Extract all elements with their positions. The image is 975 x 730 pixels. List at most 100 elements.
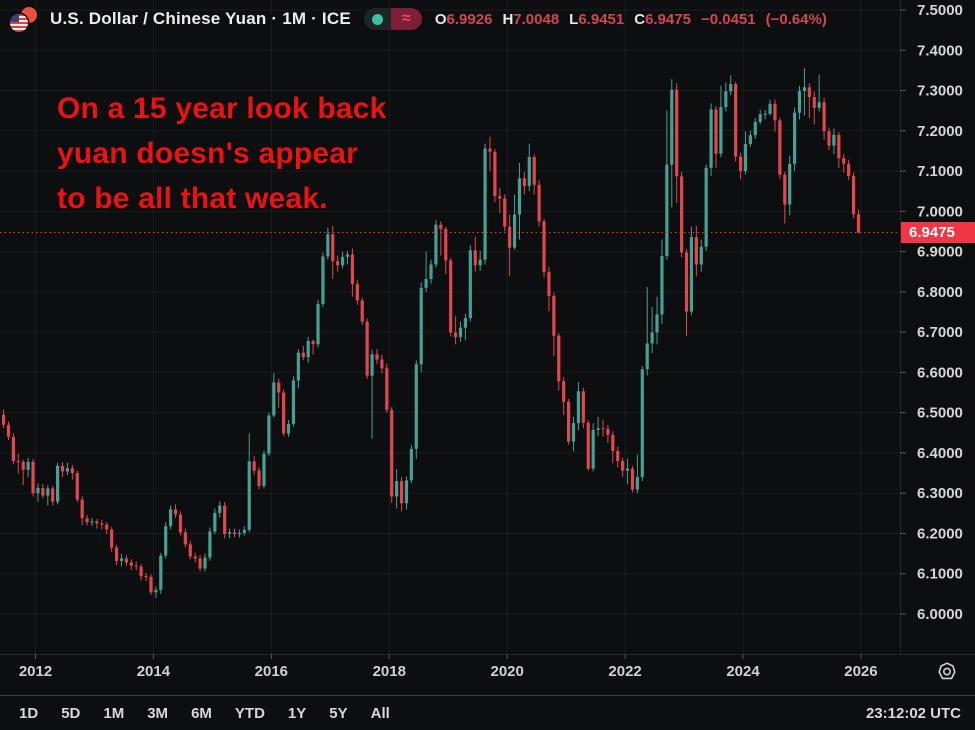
candle-body: [473, 250, 477, 266]
candle-body: [714, 109, 718, 154]
candle-body: [729, 84, 733, 92]
candle-body: [503, 198, 507, 227]
candle-body: [434, 224, 438, 265]
candle-body: [223, 505, 227, 534]
candle-body: [547, 272, 551, 296]
candle-body: [768, 103, 772, 114]
candles-series: [1, 68, 861, 598]
candle-body: [336, 261, 340, 266]
candle-body: [154, 589, 158, 593]
low-label: L: [569, 10, 579, 28]
candle-body: [282, 392, 286, 434]
range-button-1M[interactable]: 1M: [103, 704, 125, 722]
candle-body: [149, 576, 153, 593]
candle-body: [453, 332, 458, 337]
candle-body: [316, 303, 320, 345]
price-tick-label: 7.1000: [917, 163, 963, 180]
candle-body: [365, 321, 369, 376]
clock-display[interactable]: 23:12:02 UTC: [865, 704, 961, 722]
candle-body: [41, 487, 45, 496]
range-button-6M[interactable]: 6M: [191, 704, 212, 722]
candle-body: [124, 558, 128, 563]
candle-body: [684, 252, 689, 312]
annotation-line: to be all that weak.: [57, 182, 328, 215]
candle-body: [512, 214, 517, 248]
candle-body: [139, 566, 143, 577]
candle-body: [414, 364, 418, 449]
candle-body: [635, 477, 639, 490]
gear-icon-glyph: [937, 661, 956, 679]
price-tick-label: 6.8000: [917, 284, 963, 301]
time-axis[interactable]: 2012 2014 2016 2018 2020 2022 2024 2026: [19, 654, 878, 680]
time-tick-label: 2018: [373, 663, 406, 680]
candle-body: [395, 481, 399, 497]
candle-body: [198, 558, 202, 569]
candle-body: [296, 352, 300, 381]
candle-body: [488, 148, 492, 152]
candle-body: [267, 415, 271, 454]
candle-body: [449, 260, 453, 333]
candle-body: [218, 505, 222, 513]
chart-canvas[interactable]: 7.5000 7.4000 7.3000 7.2000 7.1000 7.0000 6.90…: [0, 0, 975, 695]
candle-body: [6, 424, 11, 437]
candle-body: [390, 409, 394, 497]
candle-body: [11, 436, 15, 461]
candle-body: [719, 107, 723, 154]
range-selector: 1D 5D 1M 3M 6M YTD 1Y 5Y All: [12, 702, 397, 725]
range-button-1D[interactable]: 1D: [19, 704, 39, 722]
candle-body: [581, 391, 585, 423]
candle-body: [129, 562, 133, 566]
price-tick-label: 6.5000: [917, 405, 963, 422]
candle-body: [213, 512, 217, 532]
gear-icon[interactable]: [933, 658, 960, 685]
candle-body: [114, 547, 119, 561]
candle-body: [399, 481, 404, 504]
candle-body: [532, 156, 536, 185]
candle-body: [498, 196, 502, 199]
range-button-5Y[interactable]: 5Y: [329, 704, 348, 722]
time-tick-label: 2026: [844, 663, 877, 680]
candle-body: [586, 422, 590, 469]
candle-body: [340, 256, 345, 266]
range-button-1Y[interactable]: 1Y: [287, 704, 307, 722]
price-tick-label: 7.5000: [917, 2, 963, 19]
candle-body: [797, 90, 802, 113]
candle-body: [237, 533, 242, 535]
candle-body: [689, 237, 694, 312]
price-axis[interactable]: 7.5000 7.4000 7.3000 7.2000 7.1000 7.0000 6.90…: [900, 2, 963, 623]
candle-body: [763, 113, 767, 115]
candle-body: [51, 488, 55, 502]
candle-body: [75, 473, 79, 500]
range-button-3M[interactable]: 3M: [147, 704, 169, 722]
candle-body: [709, 109, 713, 168]
low-value: 6.9451: [578, 10, 625, 28]
candle-body: [439, 224, 443, 230]
candle-body: [105, 524, 109, 530]
market-status-badge[interactable]: ≈: [363, 8, 422, 30]
range-button-YTD[interactable]: YTD: [234, 704, 265, 722]
price-tick-label: 7.4000: [917, 42, 963, 59]
candle-body: [56, 465, 60, 502]
candle-body: [134, 565, 138, 567]
candle-body: [306, 340, 310, 358]
range-button-5D[interactable]: 5D: [61, 704, 81, 722]
symbol-legend: U.S. Dollar / Chinese Yuan · 1M · ICE ≈ …: [10, 5, 827, 33]
time-tick-label: 2012: [19, 663, 52, 680]
candle-body: [262, 453, 266, 486]
candle-body: [321, 256, 325, 304]
candle-body: [616, 450, 620, 461]
ohlc-values: O 6.9926 H 7.0048 L 6.9451 C 6.9475 −0.0451 …: [435, 11, 827, 28]
open-label: O: [434, 10, 447, 28]
candle-body: [842, 158, 846, 164]
candle-body: [90, 521, 94, 523]
candle-body: [606, 428, 610, 435]
price-tick-label: 6.1000: [917, 566, 963, 583]
symbol-title[interactable]: U.S. Dollar / Chinese Yuan · 1M · ICE: [50, 9, 351, 28]
range-button-All[interactable]: All: [370, 704, 390, 722]
candle-body: [822, 102, 826, 132]
candle-body: [566, 401, 571, 442]
price-tick-label: 6.0000: [917, 606, 963, 623]
price-tick-label: 7.0000: [917, 203, 963, 220]
annotation-text[interactable]: On a 15 year look back yuan doesn's appe…: [57, 86, 387, 221]
candle-body: [650, 332, 654, 344]
